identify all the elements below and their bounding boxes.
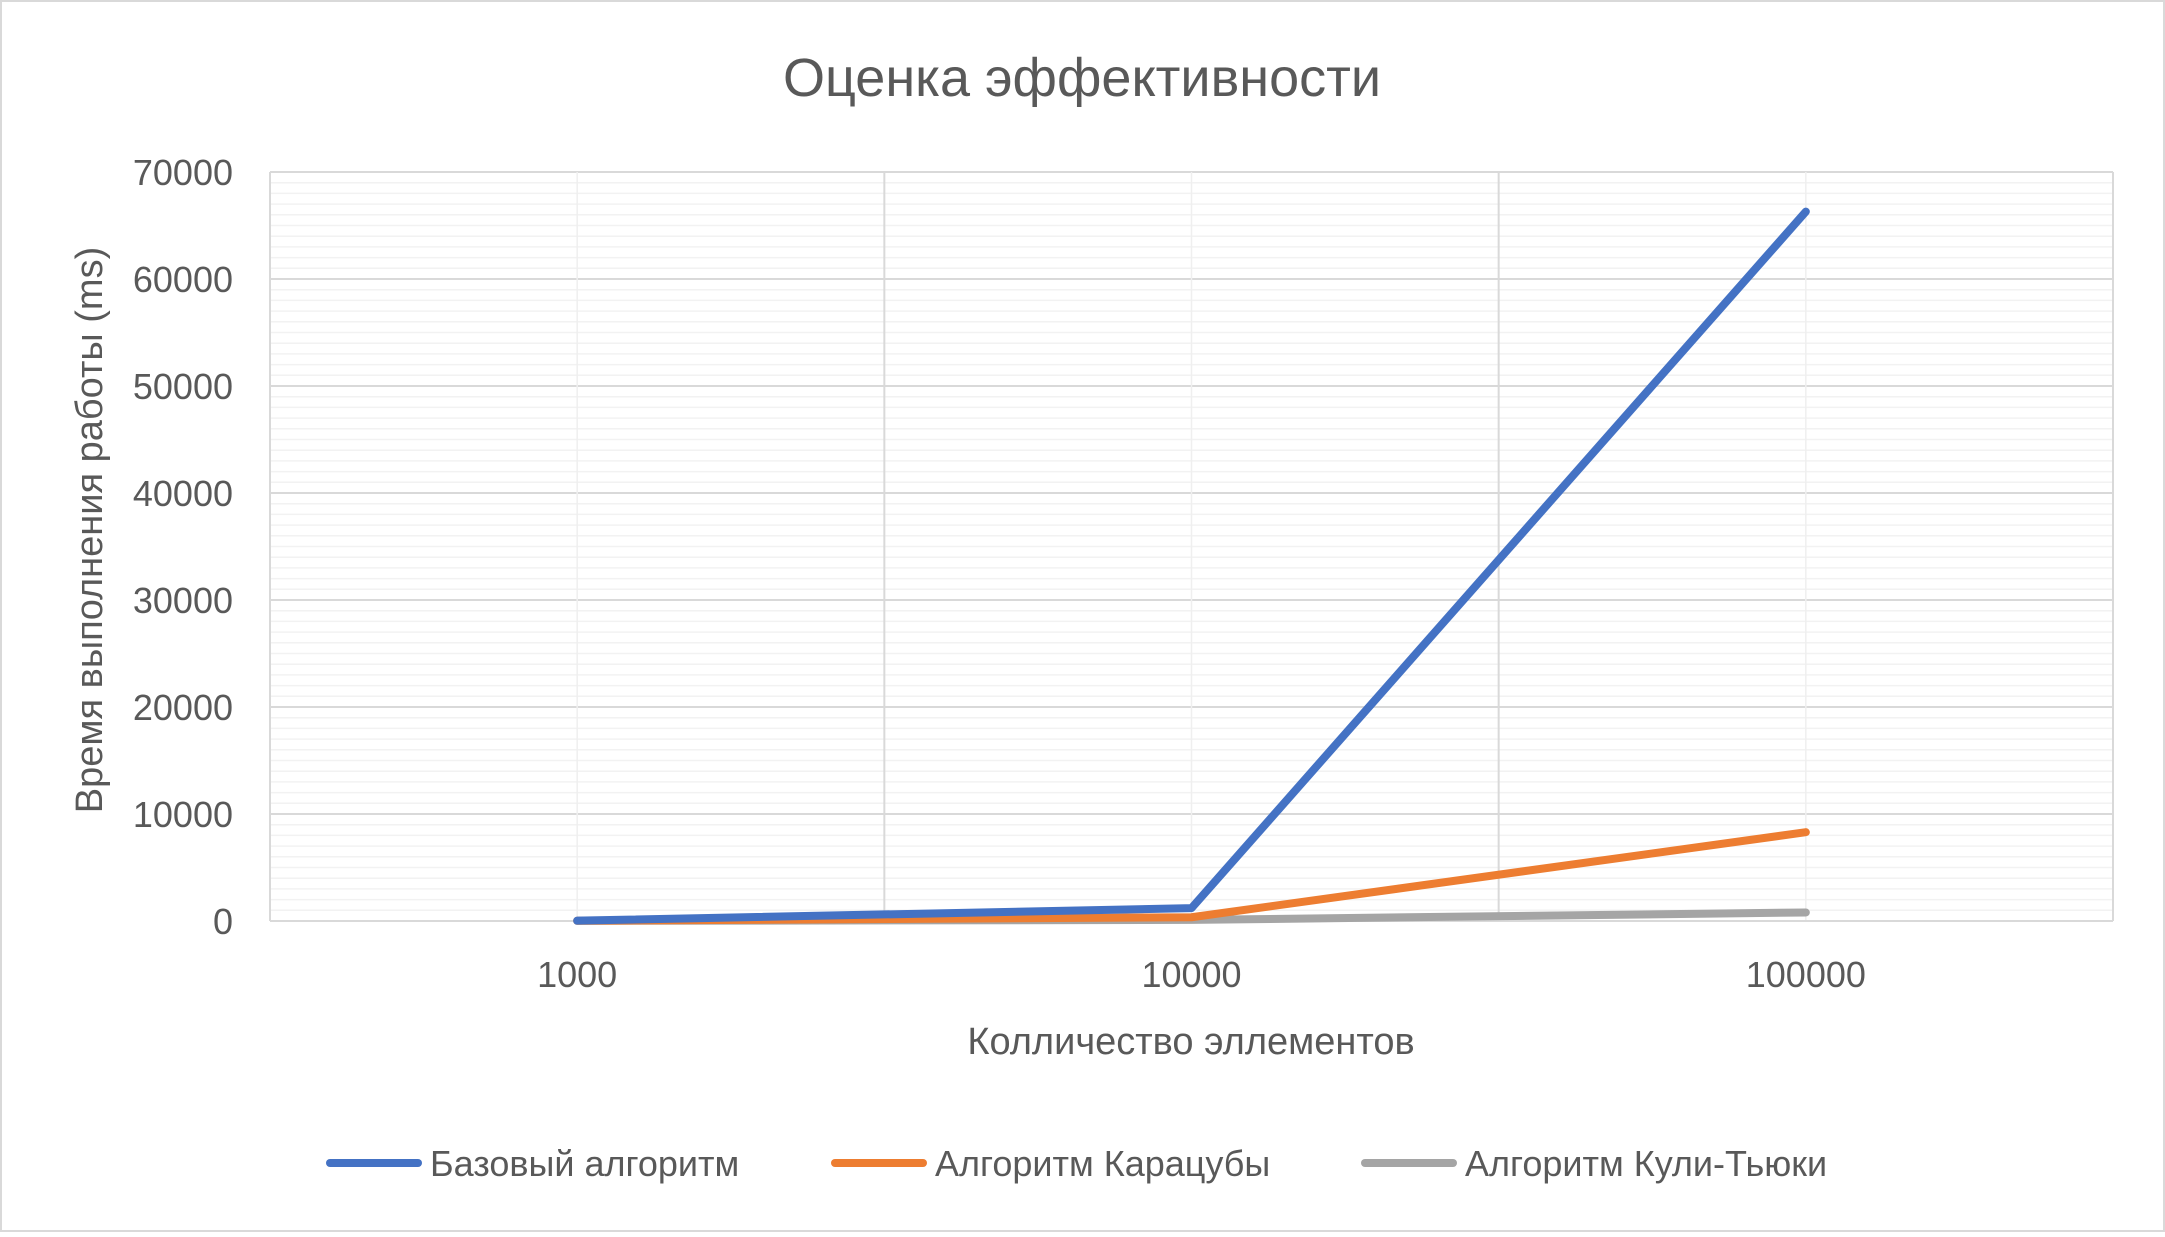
y-tick-label: 60000 <box>133 259 233 300</box>
y-tick-label: 50000 <box>133 366 233 407</box>
legend-label: Базовый алгоритм <box>430 1143 739 1184</box>
x-tick-label: 1000 <box>537 954 617 995</box>
x-axis-title: Колличество эллементов <box>967 1021 1414 1063</box>
y-tick-label: 70000 <box>133 152 233 193</box>
y-tick-label: 20000 <box>133 687 233 728</box>
y-tick-label: 40000 <box>133 473 233 514</box>
x-tick-label: 100000 <box>1746 954 1866 995</box>
y-tick-label: 0 <box>213 901 233 942</box>
legend: Базовый алгоритм Алгоритм Карацубы Алгорит… <box>326 1143 1827 1184</box>
series-lines <box>573 207 1810 925</box>
x-axis-ticks: 1000 10000 100000 <box>537 954 1866 995</box>
chart-title: Оценка эффективности <box>783 48 1381 108</box>
y-tick-label: 10000 <box>133 794 233 835</box>
legend-label: Алгоритм Карацубы <box>935 1143 1270 1184</box>
y-tick-label: 30000 <box>133 580 233 621</box>
legend-label: Алгоритм Кули-Тьюки <box>1465 1143 1827 1184</box>
series-line <box>573 207 1810 925</box>
y-axis-ticks: 0 10000 20000 30000 40000 50000 60000 70000 <box>133 152 233 942</box>
x-tick-label: 10000 <box>1141 954 1241 995</box>
y-axis-title: Время выполнения работы (ms) <box>69 247 111 813</box>
